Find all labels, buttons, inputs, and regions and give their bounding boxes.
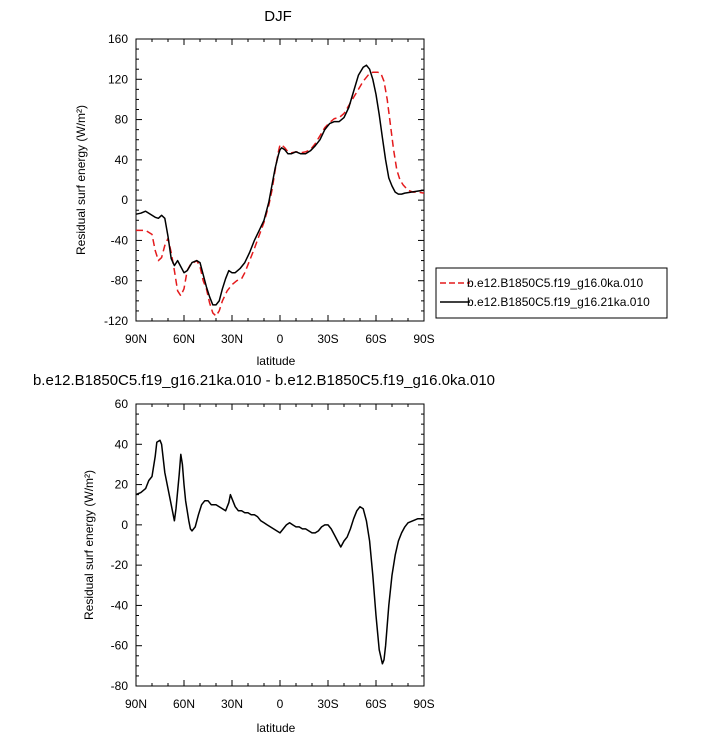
bottom-y-axis: -80 -60 -40 -20 0 20 40 60	[111, 397, 424, 693]
x-tick-label: 0	[277, 697, 284, 711]
y-tick-label: -40	[111, 233, 129, 247]
x-tick-label: 90N	[125, 697, 147, 711]
top-chart-title: DJF	[264, 8, 292, 25]
x-tick-label: 90N	[125, 332, 147, 346]
bottom-plot-frame	[135, 403, 425, 687]
bottom-x-axis-label: latitude	[257, 721, 296, 735]
x-tick-label: 30S	[317, 697, 338, 711]
x-tick-label: 60S	[365, 332, 386, 346]
series-line-0	[135, 439, 424, 665]
series-line-0	[136, 71, 425, 317]
x-tick-label: 60N	[173, 697, 195, 711]
x-tick-label: 60N	[173, 332, 195, 346]
y-tick-label: 40	[115, 437, 129, 451]
x-tick-label: 60S	[365, 697, 386, 711]
x-tick-label: 90S	[413, 332, 434, 346]
x-tick-label: 30S	[317, 332, 338, 346]
top-x-axis-label: latitude	[257, 354, 296, 368]
y-tick-label: -60	[111, 639, 129, 653]
top-chart: DJF -120 -80 -40 0 40 80 120 160 90N 60N 30N 0 30S 6…	[74, 8, 668, 368]
y-tick-label: 120	[108, 72, 128, 86]
legend-box	[435, 267, 668, 319]
x-tick-label: 30N	[221, 697, 243, 711]
legend-label-21ka: b.e12.B1850C5.f19_g16.21ka.010	[467, 295, 650, 309]
y-tick-label: 40	[115, 153, 129, 167]
top-y-axis: -120 -80 -40 0 40 80 120 160	[104, 32, 424, 328]
y-tick-label: 0	[121, 193, 128, 207]
bottom-y-axis-label: Residual surf energy (W/m²)	[82, 470, 96, 620]
bottom-series-lines	[135, 439, 424, 665]
y-tick-label: 0	[121, 518, 128, 532]
y-tick-label: -80	[111, 274, 129, 288]
legend-label-0ka: b.e12.B1850C5.f19_g16.0ka.010	[467, 276, 643, 290]
bottom-x-axis: 90N 60N 30N 0 30S 60S 90S	[125, 404, 435, 711]
series-line-1	[135, 64, 425, 306]
y-tick-label: 20	[115, 478, 129, 492]
y-tick-label: 160	[108, 32, 128, 46]
bottom-chart: b.e12.B1850C5.f19_g16.21ka.010 - b.e12.B…	[33, 372, 495, 735]
y-tick-label: -80	[111, 679, 129, 693]
y-tick-label: -40	[111, 598, 129, 612]
x-tick-label: 0	[277, 332, 284, 346]
y-tick-label: -120	[104, 314, 128, 328]
top-plot-frame	[135, 38, 425, 322]
top-series-lines	[135, 64, 425, 317]
y-tick-label: -20	[111, 558, 129, 572]
top-y-axis-label: Residual surf energy (W/m²)	[74, 105, 88, 255]
legend: b.e12.B1850C5.f19_g16.0ka.010 b.e12.B185…	[435, 267, 668, 319]
x-tick-label: 90S	[413, 697, 434, 711]
y-tick-label: 80	[115, 113, 129, 127]
top-x-axis: 90N 60N 30N 0 30S 60S 90S	[125, 39, 435, 346]
x-tick-label: 30N	[221, 332, 243, 346]
y-tick-label: 60	[115, 397, 129, 411]
bottom-chart-title: b.e12.B1850C5.f19_g16.21ka.010 - b.e12.B…	[33, 372, 495, 389]
